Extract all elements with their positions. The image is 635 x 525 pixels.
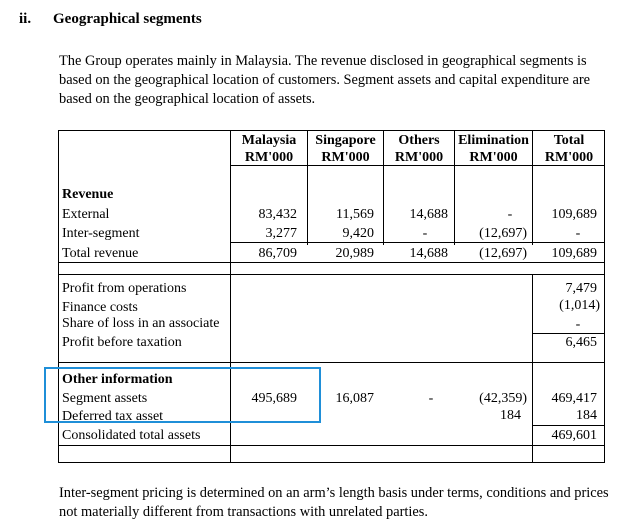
subtotal-rule [230, 242, 605, 243]
section-rule [58, 362, 605, 363]
cell-assets-others: - [428, 391, 434, 406]
cell-total-elimination: (12,697) [479, 246, 527, 261]
subtotal-rule [532, 425, 605, 426]
cell-assets-elimination: (42,359) [479, 391, 527, 406]
col-header-elimination: Elimination RM'000 [458, 133, 529, 165]
cell-share-of-loss-total: - [575, 317, 581, 332]
cell-inter-elimination: (12,697) [479, 226, 527, 241]
other-info-title: Other information [62, 372, 173, 387]
revenue-title: Revenue [62, 187, 114, 202]
cell-external-singapore: 11,569 [336, 207, 374, 222]
cell-assets-malaysia: 495,689 [251, 391, 298, 406]
col-divider [532, 274, 533, 463]
cell-profit-operations-total: 7,479 [565, 281, 598, 296]
cell-profit-before-tax-total: 6,465 [565, 335, 598, 350]
cell-total-malaysia: 86,709 [258, 246, 298, 261]
row-label-finance-costs: Finance costs [62, 300, 138, 315]
subtotal-rule [532, 333, 605, 334]
cell-consolidated-total: 469,601 [551, 428, 598, 443]
row-label-consolidated-assets: Consolidated total assets [62, 428, 201, 443]
col-divider [532, 130, 533, 245]
cell-external-elimination: - [507, 207, 513, 222]
cell-inter-singapore: 9,420 [342, 226, 375, 241]
col-header-others: Others RM'000 [394, 133, 444, 165]
col-header-total: Total RM'000 [544, 133, 594, 165]
section-number: ii. [19, 11, 32, 27]
col-divider [383, 130, 384, 245]
col-divider [230, 130, 231, 463]
cell-total-singapore: 20,989 [335, 246, 375, 261]
cell-inter-others: - [422, 226, 428, 241]
header-rule [230, 165, 605, 166]
row-label-deferred-tax: Deferred tax asset [62, 409, 164, 424]
row-label-inter-segment: Inter-segment [62, 226, 140, 241]
section-rule [58, 445, 605, 446]
section-title: Geographical segments [53, 11, 202, 27]
cell-external-malaysia: 83,432 [258, 207, 298, 222]
col-header-malaysia: Malaysia RM'000 [241, 133, 297, 165]
cell-total-others: 14,688 [409, 246, 449, 261]
row-label-external: External [62, 207, 110, 222]
section-heading: ii. Geographical segments [19, 11, 202, 28]
cell-assets-total: 469,417 [551, 391, 598, 406]
row-label-segment-assets: Segment assets [62, 391, 148, 406]
cell-external-others: 14,688 [409, 207, 449, 222]
cell-total-total: 109,689 [551, 246, 598, 261]
section-rule [58, 262, 605, 263]
cell-external-total: 109,689 [551, 207, 598, 222]
col-divider [454, 130, 455, 245]
cell-inter-total: - [575, 226, 581, 241]
row-label-profit-operations: Profit from operations [62, 281, 187, 296]
segment-table [58, 130, 605, 463]
cell-inter-malaysia: 3,277 [265, 226, 298, 241]
row-label-total-revenue: Total revenue [62, 246, 139, 261]
col-header-singapore: Singapore RM'000 [315, 133, 376, 165]
cell-assets-singapore: 16,087 [335, 391, 375, 406]
cell-finance-costs-total: (1,014) [559, 298, 600, 313]
row-label-profit-before-tax: Profit before taxation [62, 335, 182, 350]
row-label-share-of-loss: Share of loss in an associate [62, 316, 220, 331]
highlight-box [44, 367, 321, 423]
intro-paragraph: The Group operates mainly in Malaysia. T… [59, 53, 591, 107]
cell-deferred-elimination: 184 [500, 408, 521, 423]
section-rule [58, 274, 605, 275]
col-divider [307, 130, 308, 245]
cell-deferred-total: 184 [576, 408, 597, 423]
footer-paragraph: Inter-segment pricing is determined on a… [59, 485, 609, 520]
